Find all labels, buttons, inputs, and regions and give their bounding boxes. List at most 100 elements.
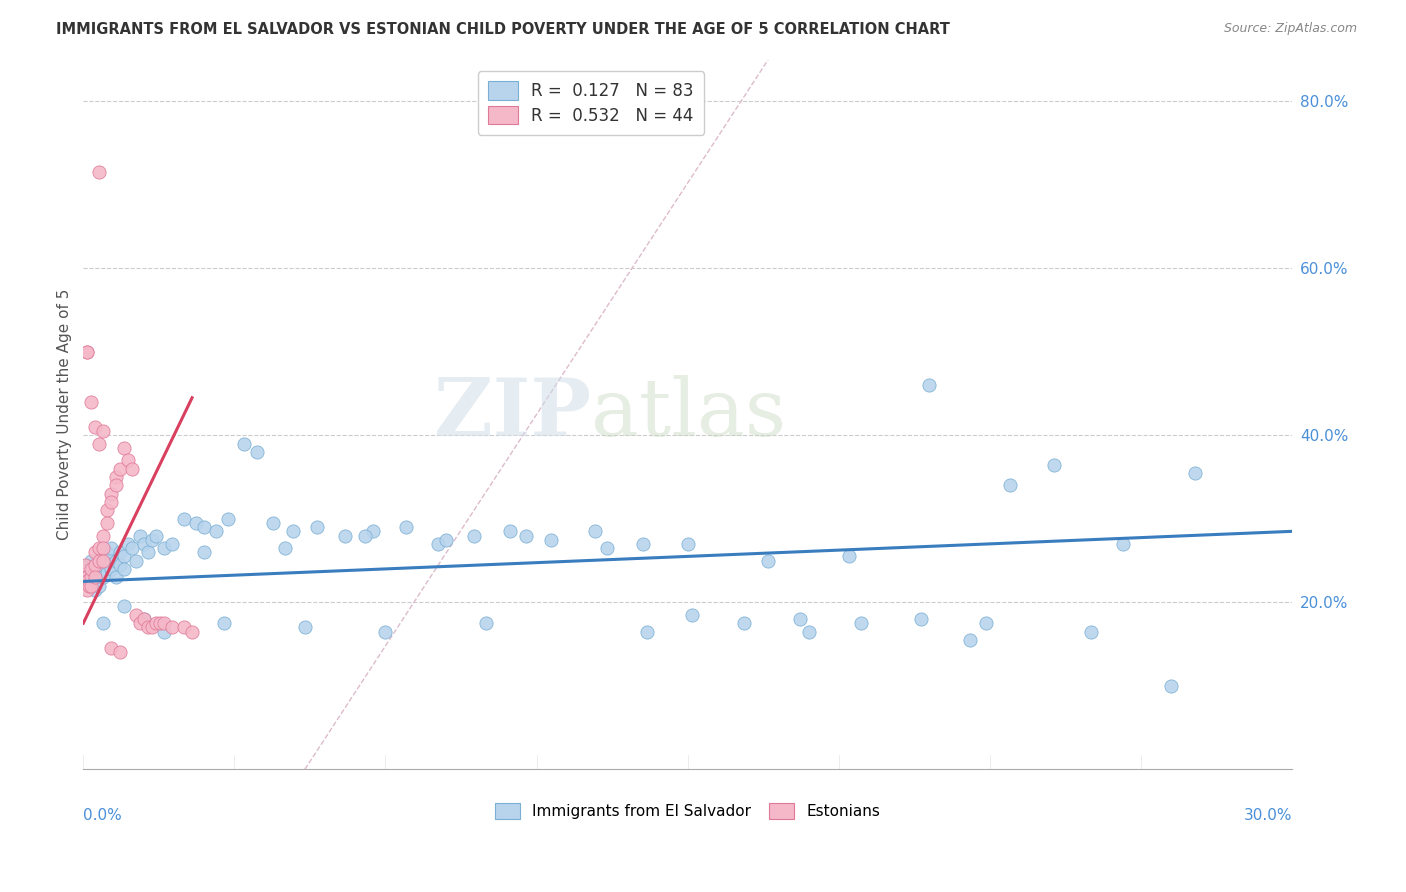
- Point: [75, 558, 97, 572]
- Text: ZIP: ZIP: [434, 376, 591, 453]
- Point: [112, 599, 135, 614]
- Point: [160, 620, 183, 634]
- Point: [335, 528, 357, 542]
- Point: [305, 520, 328, 534]
- Point: [540, 533, 562, 547]
- Point: [79, 579, 101, 593]
- Point: [153, 616, 176, 631]
- Point: [121, 541, 143, 555]
- Point: [100, 487, 122, 501]
- Text: 30.0%: 30.0%: [1243, 808, 1292, 823]
- Point: [136, 620, 159, 634]
- Point: [104, 570, 127, 584]
- Point: [80, 579, 103, 593]
- Point: [515, 528, 537, 542]
- Point: [76, 570, 98, 584]
- Point: [100, 495, 122, 509]
- Point: [96, 545, 118, 559]
- Point: [141, 620, 163, 634]
- Point: [124, 553, 146, 567]
- Point: [434, 533, 457, 547]
- Point: [959, 632, 981, 647]
- Point: [121, 461, 143, 475]
- Point: [281, 524, 304, 539]
- Point: [89, 562, 111, 576]
- Point: [89, 553, 111, 567]
- Y-axis label: Child Poverty Under the Age of 5: Child Poverty Under the Age of 5: [58, 289, 72, 541]
- Point: [1043, 458, 1066, 472]
- Point: [681, 607, 703, 622]
- Point: [93, 528, 115, 542]
- Point: [193, 520, 215, 534]
- Point: [838, 549, 860, 564]
- Point: [76, 558, 98, 572]
- Legend: Immigrants from El Salvador, Estonians: Immigrants from El Salvador, Estonians: [489, 797, 886, 825]
- Point: [475, 616, 498, 631]
- Point: [910, 612, 932, 626]
- Point: [132, 537, 155, 551]
- Point: [100, 541, 122, 555]
- Point: [80, 395, 103, 409]
- Point: [918, 378, 941, 392]
- Point: [426, 537, 449, 551]
- Point: [128, 528, 150, 542]
- Point: [84, 558, 107, 572]
- Point: [205, 524, 228, 539]
- Text: IMMIGRANTS FROM EL SALVADOR VS ESTONIAN CHILD POVERTY UNDER THE AGE OF 5 CORRELA: IMMIGRANTS FROM EL SALVADOR VS ESTONIAN …: [56, 22, 950, 37]
- Point: [233, 436, 256, 450]
- Point: [96, 516, 118, 530]
- Text: 0.0%: 0.0%: [83, 808, 122, 823]
- Point: [93, 570, 115, 584]
- Point: [374, 624, 396, 639]
- Point: [181, 624, 204, 639]
- Text: Source: ZipAtlas.com: Source: ZipAtlas.com: [1223, 22, 1357, 36]
- Point: [132, 612, 155, 626]
- Point: [124, 607, 146, 622]
- Point: [108, 558, 131, 572]
- Point: [89, 579, 111, 593]
- Point: [84, 545, 107, 559]
- Point: [76, 582, 98, 597]
- Point: [89, 541, 111, 555]
- Point: [132, 612, 155, 626]
- Point: [463, 528, 485, 542]
- Point: [583, 524, 606, 539]
- Point: [104, 470, 127, 484]
- Point: [93, 541, 115, 555]
- Point: [262, 516, 284, 530]
- Point: [633, 537, 655, 551]
- Point: [145, 528, 167, 542]
- Point: [789, 612, 811, 626]
- Point: [117, 453, 139, 467]
- Point: [84, 570, 107, 584]
- Point: [676, 537, 699, 551]
- Point: [104, 478, 127, 492]
- Point: [1080, 624, 1102, 639]
- Point: [108, 645, 131, 659]
- Point: [89, 436, 111, 450]
- Point: [96, 503, 118, 517]
- Point: [173, 620, 195, 634]
- Point: [363, 524, 385, 539]
- Point: [84, 566, 107, 580]
- Point: [136, 545, 159, 559]
- Point: [217, 512, 239, 526]
- Point: [76, 570, 98, 584]
- Text: atlas: atlas: [591, 376, 786, 453]
- Point: [112, 441, 135, 455]
- Point: [108, 545, 131, 559]
- Point: [84, 582, 107, 597]
- Point: [294, 620, 316, 634]
- Point: [76, 574, 98, 589]
- Point: [733, 616, 755, 631]
- Point: [636, 624, 658, 639]
- Point: [84, 574, 107, 589]
- Point: [1112, 537, 1135, 551]
- Point: [89, 165, 111, 179]
- Point: [173, 512, 195, 526]
- Point: [117, 537, 139, 551]
- Point: [1160, 679, 1182, 693]
- Point: [596, 541, 619, 555]
- Point: [153, 541, 176, 555]
- Point: [93, 553, 115, 567]
